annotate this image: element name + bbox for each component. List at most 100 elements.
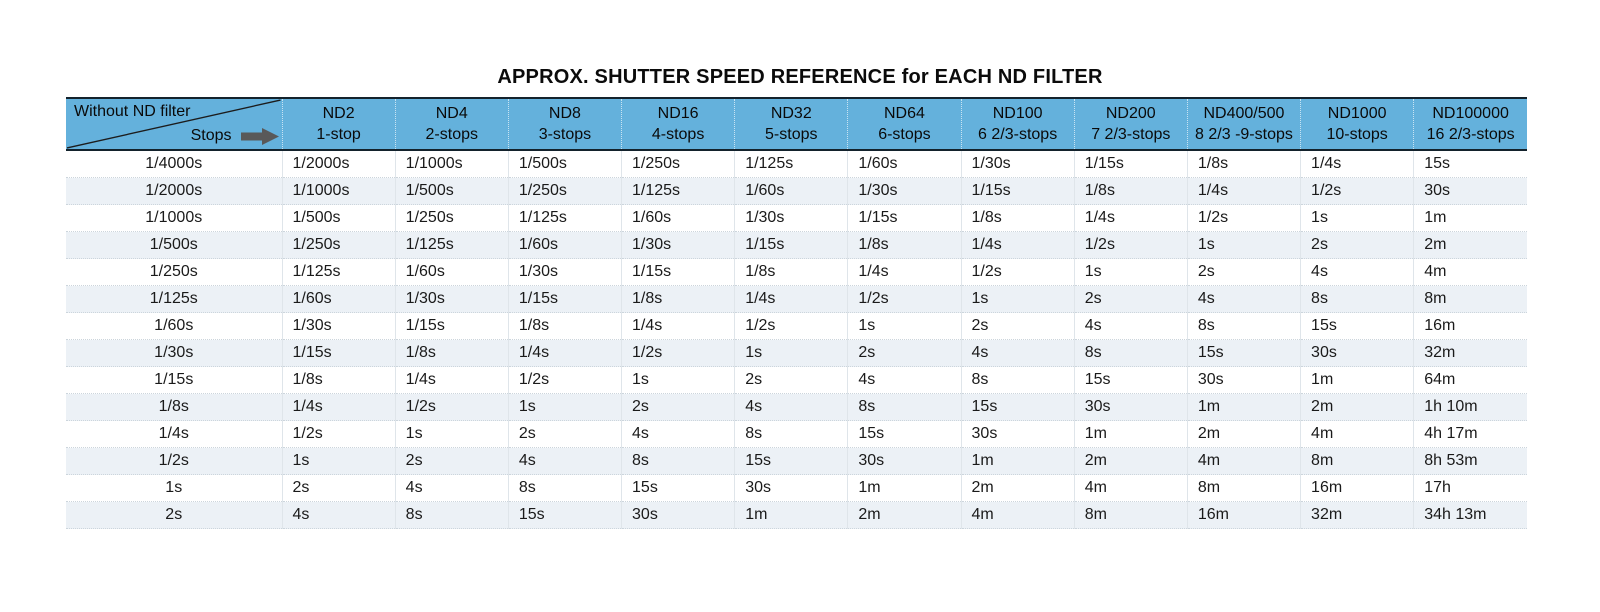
filter-stops: 5-stops [765, 126, 818, 143]
table-body: 1/4000s 1/2000s 1/1000s 1/500s 1/250s 1/125s 1… [66, 150, 1527, 529]
shutter-speed-cell: 17h [1413, 474, 1527, 502]
shutter-speed-cell: 2s [394, 447, 509, 475]
filter-stops: 10-stops [1326, 126, 1388, 143]
filter-stops: 4-stops [651, 126, 705, 143]
shutter-speed-cell: 1/15s [507, 285, 622, 313]
shutter-speed-cell: 1/1000s [281, 177, 396, 205]
shutter-speed-cell: 4s [734, 393, 848, 421]
shutter-speed-cell: 1/125s [394, 231, 509, 259]
column-header-nd200: ND200 7 2/3-stops [1073, 97, 1188, 151]
shutter-speed-cell: 1/60s [734, 177, 848, 205]
shutter-speed-cell: 34h 13m [1413, 501, 1527, 529]
column-header-nd4: ND4 2-stops [394, 97, 509, 151]
shutter-speed-cell: 2s [847, 339, 962, 367]
shutter-speed-cell: 30s [1073, 393, 1188, 421]
corner-cell: Without ND filter Stops [66, 97, 282, 151]
shutter-speed-cell: 2s [960, 312, 1075, 340]
base-shutter-cell: 1/4000s [66, 150, 282, 178]
filter-name: ND100 [992, 105, 1043, 122]
shutter-speed-cell: 1/4s [281, 393, 396, 421]
shutter-speed-cell: 1s [1300, 204, 1414, 232]
shutter-speed-cell: 1/60s [621, 204, 735, 232]
table-row: 1/8s 1/4s 1/2s 1s 2s 4s 8s 15s 30s 1m 2m 1h 10m [66, 393, 1527, 421]
shutter-speed-cell: 15s [734, 447, 848, 475]
shutter-speed-cell: 1m [1186, 393, 1301, 421]
shutter-speed-cell: 1/60s [847, 150, 962, 178]
shutter-speed-cell: 2s [1300, 231, 1414, 259]
shutter-speed-cell: 4m [1073, 474, 1188, 502]
shutter-speed-cell: 30s [1300, 339, 1414, 367]
shutter-speed-cell: 2s [1186, 258, 1301, 286]
shutter-speed-cell: 1/15s [621, 258, 735, 286]
base-shutter-cell: 1/1000s [66, 204, 282, 232]
column-header-nd100: ND100 6 2/3-stops [960, 97, 1075, 151]
shutter-speed-cell: 1/8s [960, 204, 1075, 232]
shutter-speed-cell: 1/8s [507, 312, 622, 340]
shutter-speed-cell: 1/15s [734, 231, 848, 259]
shutter-speed-cell: 1/4s [1300, 150, 1414, 178]
shutter-speed-cell: 8m [1186, 474, 1301, 502]
shutter-speed-cell: 1/15s [960, 177, 1075, 205]
shutter-speed-cell: 1/4s [394, 366, 509, 394]
column-header-nd1000: ND1000 10-stops [1300, 97, 1414, 151]
shutter-speed-cell: 16m [1186, 501, 1301, 529]
shutter-speed-cell: 1m [734, 501, 848, 529]
base-shutter-cell: 1/60s [66, 312, 282, 340]
shutter-speed-cell: 1/250s [394, 204, 509, 232]
shutter-speed-cell: 1s [621, 366, 735, 394]
shutter-speed-cell: 1/2s [281, 420, 396, 448]
shutter-speed-cell: 8s [394, 501, 509, 529]
shutter-speed-cell: 2m [1186, 420, 1301, 448]
table-row: 1/4000s 1/2000s 1/1000s 1/500s 1/250s 1/125s 1… [66, 150, 1527, 178]
shutter-speed-cell: 1/30s [960, 150, 1075, 178]
shutter-speed-cell: 8s [1073, 339, 1188, 367]
shutter-speed-cell: 1/60s [281, 285, 396, 313]
shutter-speed-cell: 1/2s [1186, 204, 1301, 232]
shutter-speed-cell: 1m [960, 447, 1075, 475]
shutter-speed-cell: 8m [1413, 285, 1527, 313]
shutter-speed-cell: 2s [1073, 285, 1188, 313]
shutter-speed-cell: 1/250s [507, 177, 622, 205]
shutter-speed-cell: 1/60s [394, 258, 509, 286]
shutter-speed-cell: 1m [1073, 420, 1188, 448]
shutter-speed-cell: 1/2s [1300, 177, 1414, 205]
shutter-speed-cell: 4s [621, 420, 735, 448]
filter-stops: 8 2/3 -9-stops [1195, 126, 1293, 143]
shutter-speed-cell: 1/4s [960, 231, 1075, 259]
base-shutter-cell: 1/500s [66, 231, 282, 259]
filter-name: ND2 [322, 105, 355, 122]
shutter-speed-cell: 1/30s [621, 231, 735, 259]
shutter-speed-cell: 1/125s [507, 204, 622, 232]
shutter-speed-cell: 1/30s [507, 258, 622, 286]
shutter-speed-cell: 1/125s [621, 177, 735, 205]
shutter-speed-cell: 64m [1413, 366, 1527, 394]
shutter-speed-cell: 1/8s [734, 258, 848, 286]
shutter-speed-cell: 2m [1073, 447, 1188, 475]
table-row: 1/1000s 1/500s 1/250s 1/125s 1/60s 1/30s 1/15s… [66, 204, 1527, 232]
shutter-speed-cell: 4s [394, 474, 509, 502]
shutter-speed-cell: 1m [847, 474, 962, 502]
shutter-speed-cell: 1/2000s [281, 150, 396, 178]
filter-stops: 2-stops [425, 126, 478, 143]
shutter-speed-cell: 1/8s [1186, 150, 1301, 178]
column-header-nd400-500: ND400/500 8 2/3 -9-stops [1186, 97, 1301, 151]
base-shutter-cell: 1/15s [66, 366, 282, 394]
shutter-speed-cell: 8s [621, 447, 735, 475]
base-shutter-cell: 2s [66, 501, 282, 529]
column-header-nd100000: ND100000 16 2/3-stops [1413, 97, 1527, 151]
shutter-speed-cell: 1/2s [621, 339, 735, 367]
shutter-speed-cell: 2m [847, 501, 962, 529]
shutter-speed-cell: 4m [960, 501, 1075, 529]
base-shutter-cell: 1/250s [66, 258, 282, 286]
shutter-speed-cell: 4s [960, 339, 1075, 367]
shutter-speed-cell: 15s [1413, 150, 1527, 178]
shutter-speed-cell: 8s [734, 420, 848, 448]
shutter-speed-cell: 1/8s [621, 285, 735, 313]
table-row: 1/15s 1/8s 1/4s 1/2s 1s 2s 4s 8s 15s 30s 1m 64m [66, 366, 1527, 394]
shutter-speed-cell: 1/8s [1073, 177, 1188, 205]
shutter-speed-cell: 1m [1413, 204, 1527, 232]
shutter-speed-cell: 4s [281, 501, 396, 529]
filter-name: ND1000 [1327, 105, 1387, 122]
shutter-speed-cell: 1/500s [281, 204, 396, 232]
shutter-speed-cell: 4m [1300, 420, 1414, 448]
